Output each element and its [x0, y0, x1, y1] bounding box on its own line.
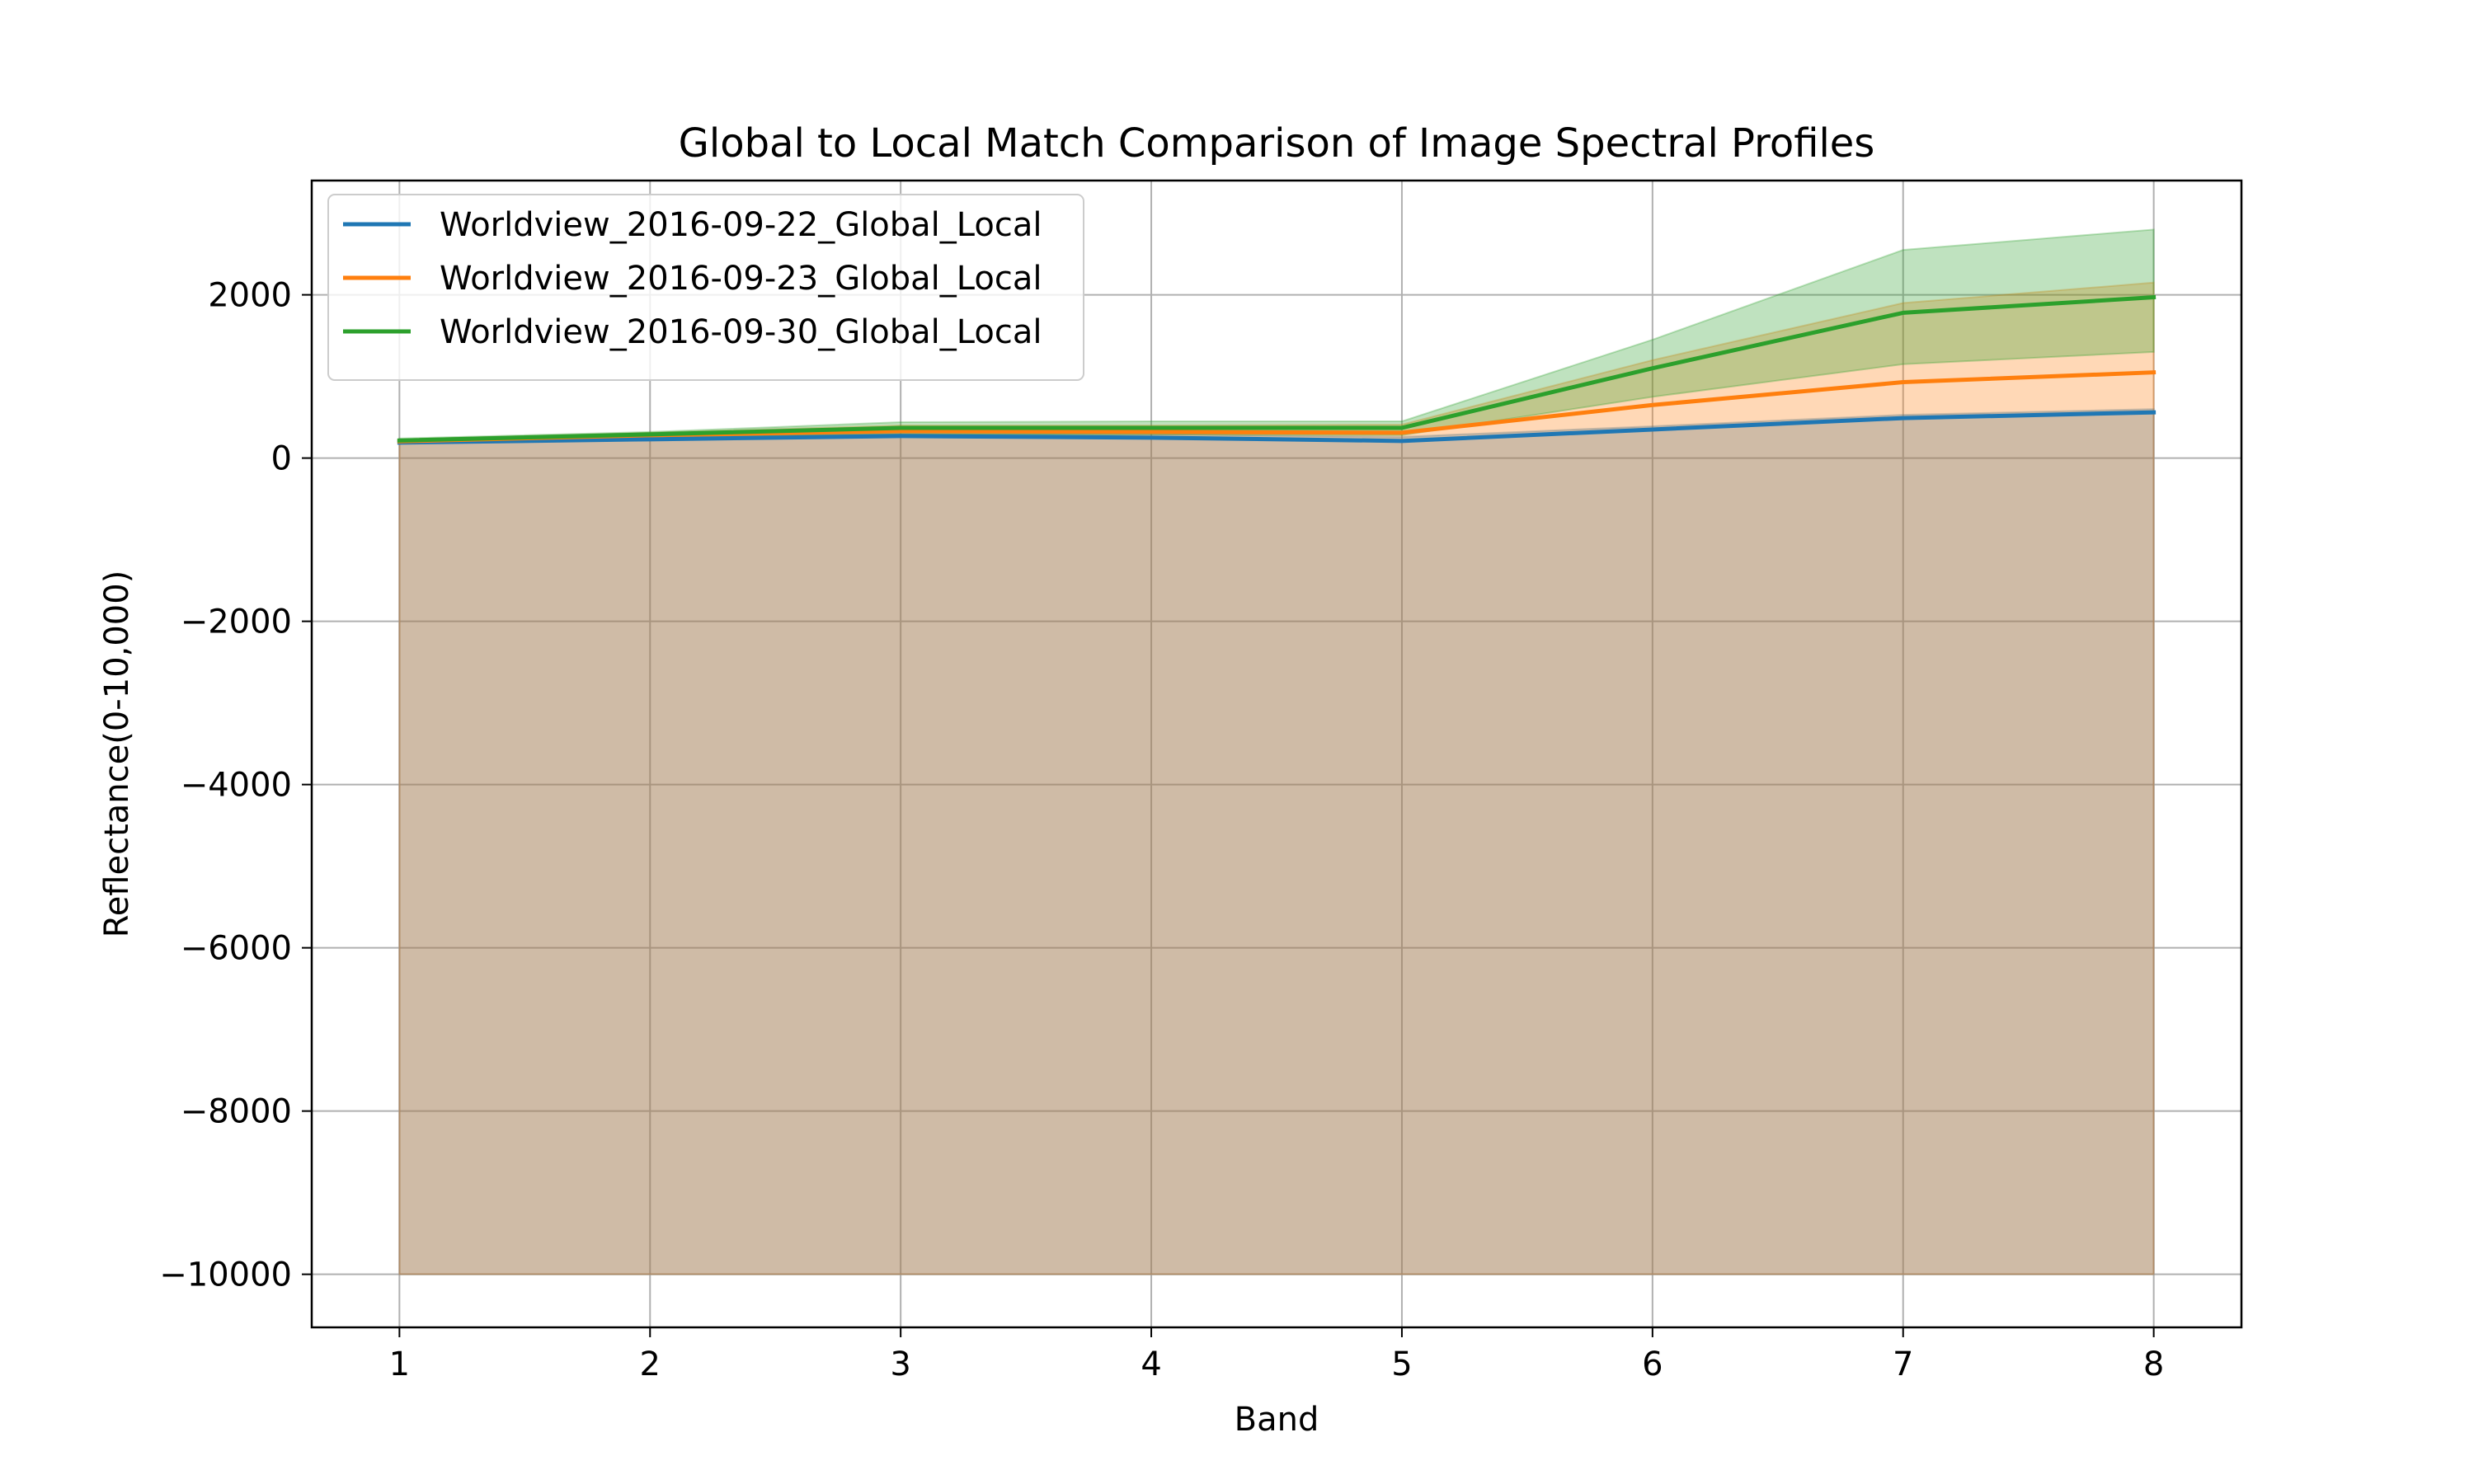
series-line [397, 410, 2157, 445]
y-tick-label: 2000 [208, 277, 292, 315]
band-area [398, 281, 2155, 1275]
y-tick-label: −8000 [181, 1093, 292, 1131]
series-lines [397, 294, 2157, 445]
legend-label: Worldview_2016-09-23_Global_Local [440, 260, 1042, 298]
confidence-bands [398, 228, 2155, 1275]
y-tick-label: −10000 [159, 1256, 292, 1294]
y-tick-label: 0 [271, 440, 292, 478]
x-tick-label: 6 [1642, 1345, 1663, 1383]
y-tick-label: −4000 [181, 767, 292, 805]
x-tick-label: 8 [2143, 1345, 2164, 1383]
y-tick-label: −6000 [181, 930, 292, 968]
x-tick-label: 1 [389, 1345, 410, 1383]
series-line [397, 294, 2157, 443]
x-tick-label: 5 [1391, 1345, 1412, 1383]
band-area [398, 408, 2155, 1275]
legend: Worldview_2016-09-22_Global_Local Worldvi… [327, 194, 1084, 381]
legend-label: Worldview_2016-09-30_Global_Local [440, 313, 1042, 351]
chart-title: Global to Local Match Comparison of Imag… [679, 120, 1875, 167]
x-tick-label: 7 [1893, 1345, 1913, 1383]
axes-frame [310, 179, 2243, 1329]
axis-ticks: 1 2 3 4 5 6 7 8 −10000 −8000 −6000 −4000 −2000 0 2000 [159, 277, 2164, 1383]
x-tick-label: 4 [1141, 1345, 1161, 1383]
x-axis-label: Band [1235, 1401, 1319, 1439]
x-tick-label: 3 [890, 1345, 910, 1383]
legend-box [327, 194, 1084, 381]
legend-label: Worldview_2016-09-22_Global_Local [440, 206, 1042, 244]
y-axis-label: Reflectance(0-10,000) [98, 571, 136, 938]
x-tick-label: 2 [640, 1345, 661, 1383]
y-tick-label: −2000 [181, 603, 292, 641]
